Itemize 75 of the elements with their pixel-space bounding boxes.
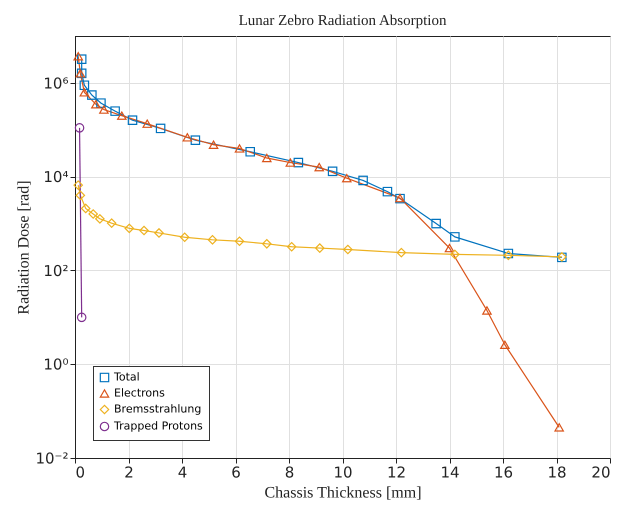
point xyxy=(444,244,454,252)
y-tick-label: 10⁻² xyxy=(35,450,68,468)
point xyxy=(154,228,164,238)
point xyxy=(88,209,98,219)
x-tick-label: 14 xyxy=(440,464,460,482)
point xyxy=(95,214,105,224)
x-tick-label: 6 xyxy=(231,464,241,482)
point xyxy=(342,174,352,182)
point xyxy=(74,123,84,133)
legend-label: Electrons xyxy=(114,386,166,400)
point xyxy=(76,312,86,322)
point xyxy=(482,306,492,315)
point xyxy=(343,244,353,254)
point xyxy=(208,235,218,245)
y-tick-label: 10⁰ xyxy=(43,356,68,374)
point xyxy=(234,236,244,246)
point xyxy=(139,226,149,236)
point xyxy=(262,154,272,162)
x-tick-label: 16 xyxy=(494,464,514,482)
point xyxy=(99,105,109,114)
point xyxy=(142,119,152,128)
point xyxy=(106,218,116,228)
point xyxy=(76,190,86,200)
point xyxy=(314,243,325,253)
legend-label: Total xyxy=(113,370,140,384)
point xyxy=(314,162,324,172)
point xyxy=(96,98,106,108)
x-tick-label: 12 xyxy=(386,464,406,482)
point xyxy=(208,140,218,149)
x-tick-label: 4 xyxy=(178,464,188,482)
y-tick-label: 10² xyxy=(43,262,68,280)
point xyxy=(80,204,90,214)
x-tick-label: 10 xyxy=(333,464,353,482)
point xyxy=(294,158,304,168)
point xyxy=(450,232,460,242)
point xyxy=(87,90,97,100)
y-tick-label: 10⁶ xyxy=(43,74,68,92)
point xyxy=(234,144,244,153)
point xyxy=(76,54,86,64)
point xyxy=(245,146,255,157)
x-tick-label: 0 xyxy=(76,464,86,482)
point xyxy=(110,106,120,116)
legend-label: Trapped Protons xyxy=(113,420,204,432)
point xyxy=(73,180,83,190)
point xyxy=(180,232,190,242)
point xyxy=(554,423,564,432)
x-axis-title: Chassis Thickness [mm] xyxy=(264,484,422,502)
point xyxy=(262,239,272,249)
point xyxy=(80,80,90,90)
point xyxy=(182,133,192,142)
x-tick-label: 18 xyxy=(547,464,567,482)
x-tick-label: 2 xyxy=(124,464,134,482)
point xyxy=(124,224,134,234)
y-tick-label: 10⁴ xyxy=(43,168,68,186)
point xyxy=(286,242,296,252)
chart-title: Lunar Zebro Radiation Absorption xyxy=(238,13,447,29)
point xyxy=(190,135,200,145)
y-axis-title: Radiation Dose [rad] xyxy=(15,180,32,315)
x-tick-label: 8 xyxy=(284,464,294,482)
point xyxy=(117,111,127,120)
point xyxy=(91,100,101,108)
point xyxy=(358,176,368,186)
point xyxy=(450,250,460,260)
point xyxy=(156,124,166,134)
legend-label: Bremsstrahlung xyxy=(114,402,202,416)
point xyxy=(396,248,406,258)
point xyxy=(128,115,138,125)
point xyxy=(80,88,90,97)
x-tick-label: 20 xyxy=(591,464,610,482)
point xyxy=(500,340,510,349)
point xyxy=(73,52,83,60)
point xyxy=(328,166,338,176)
point xyxy=(382,186,392,196)
point xyxy=(431,218,441,228)
point xyxy=(286,158,296,167)
